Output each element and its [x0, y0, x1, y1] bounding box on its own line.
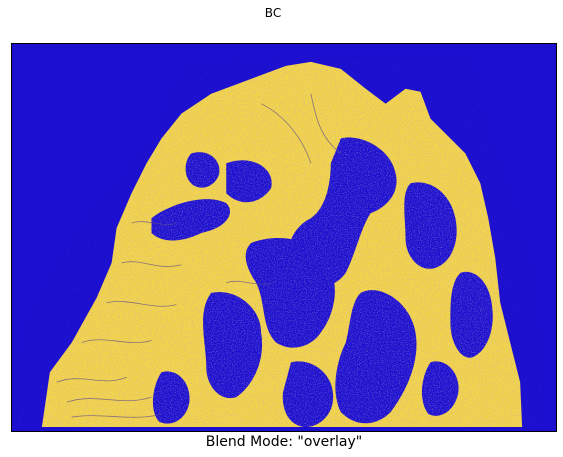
overlay-image [12, 44, 556, 431]
image-axes [11, 43, 557, 432]
terrain-streaks [56, 93, 342, 418]
blend-mode-caption: Blend Mode: "overlay" [205, 434, 363, 450]
figure-title: BC [264, 6, 282, 20]
